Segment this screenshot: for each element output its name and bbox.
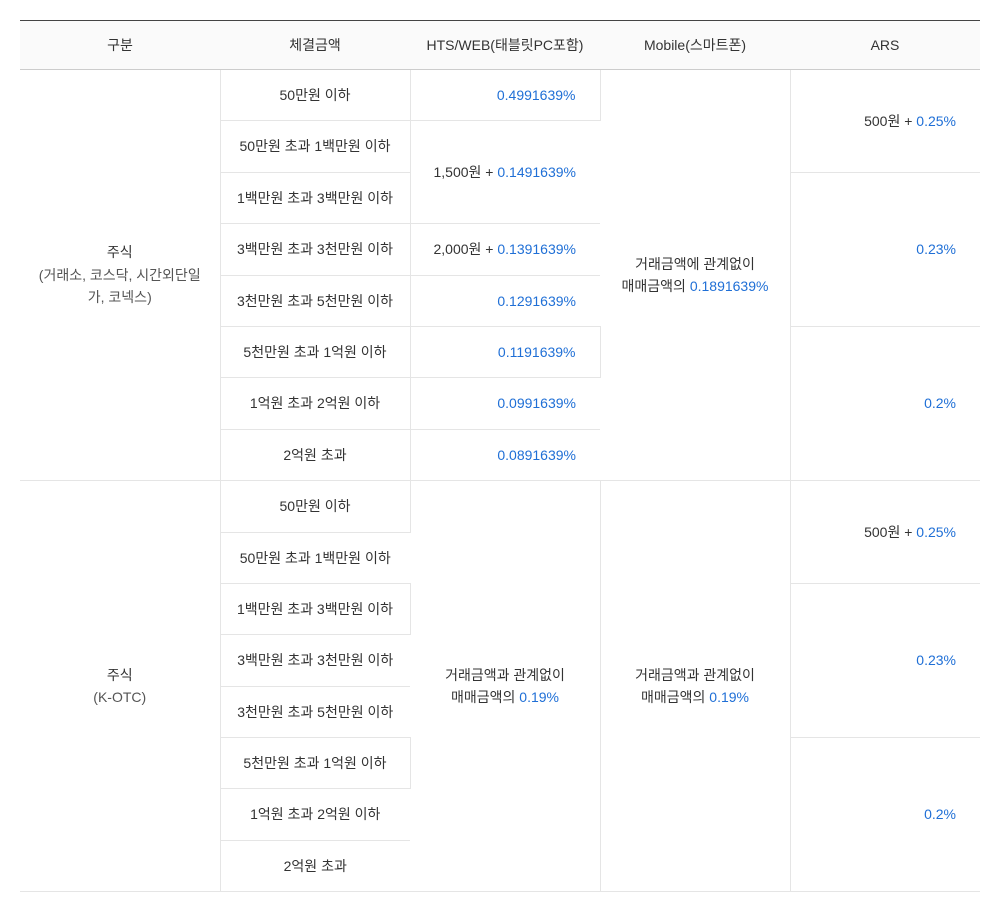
amount-cell: 50만원 이하: [220, 481, 410, 532]
mobile-line2-rate: 0.19%: [709, 689, 749, 705]
ars-rate: 0.2%: [924, 806, 956, 822]
header-row: 구분 체결금액 HTS/WEB(태블릿PC포함) Mobile(스마트폰) AR…: [20, 21, 980, 70]
hts-cell: 1,500원 + 0.1491639%: [410, 121, 600, 224]
section1-sub: (거래소, 코스닥, 시간외단일가, 코넥스): [32, 264, 208, 309]
amount-cell: 1억원 초과 2억원 이하: [220, 789, 410, 840]
section1-main: 주식: [107, 244, 133, 260]
ars-cell: 0.23%: [790, 172, 980, 326]
amount-cell: 50만원 초과 1백만원 이하: [220, 121, 410, 172]
hts-cell: 0.1291639%: [410, 275, 600, 326]
amount-cell: 2억원 초과: [220, 840, 410, 891]
ars-rate: 0.25%: [916, 524, 956, 540]
amount-cell: 5천만원 초과 1억원 이하: [220, 326, 410, 377]
mobile-cell: 거래금액과 관계없이 매매금액의 0.19%: [600, 481, 790, 892]
section2-label: 주식 (K-OTC): [20, 481, 220, 892]
mobile-line2-prefix: 매매금액의: [641, 689, 709, 705]
amount-cell: 1백만원 초과 3백만원 이하: [220, 583, 410, 634]
mobile-cell: 거래금액에 관계없이 매매금액의 0.1891639%: [600, 70, 790, 481]
fee-table: 구분 체결금액 HTS/WEB(태블릿PC포함) Mobile(스마트폰) AR…: [20, 20, 980, 892]
ars-rate: 0.2%: [924, 395, 956, 411]
col-header-ars: ARS: [790, 21, 980, 70]
mobile-line1: 거래금액과 관계없이: [635, 667, 755, 683]
ars-cell: 0.2%: [790, 326, 980, 480]
hts-line2-rate: 0.19%: [519, 689, 559, 705]
hts-cell: 0.1191639%: [410, 326, 600, 377]
ars-cell: 500원 + 0.25%: [790, 481, 980, 584]
hts-prefix: 1,500원 +: [433, 164, 497, 180]
hts-cell: 거래금액과 관계없이 매매금액의 0.19%: [410, 481, 600, 892]
mobile-line2-prefix: 매매금액의: [622, 278, 690, 294]
ars-cell: 0.2%: [790, 738, 980, 892]
hts-cell: 0.4991639%: [410, 70, 600, 121]
amount-cell: 3천만원 초과 5천만원 이하: [220, 686, 410, 737]
table-row: 주식 (K-OTC) 50만원 이하 거래금액과 관계없이 매매금액의 0.19…: [20, 481, 980, 532]
amount-cell: 3백만원 초과 3천만원 이하: [220, 635, 410, 686]
amount-cell: 50만원 이하: [220, 70, 410, 121]
section1-label: 주식 (거래소, 코스닥, 시간외단일가, 코넥스): [20, 70, 220, 481]
ars-cell: 500원 + 0.25%: [790, 70, 980, 173]
col-header-hts: HTS/WEB(태블릿PC포함): [410, 21, 600, 70]
amount-cell: 1백만원 초과 3백만원 이하: [220, 172, 410, 223]
hts-rate: 0.1491639%: [497, 164, 576, 180]
hts-line2-prefix: 매매금액의: [451, 689, 519, 705]
mobile-line1: 거래금액에 관계없이: [635, 256, 755, 272]
section2-sub: (K-OTC): [32, 686, 208, 708]
ars-rate: 0.25%: [916, 113, 956, 129]
col-header-mobile: Mobile(스마트폰): [600, 21, 790, 70]
mobile-line2-rate: 0.1891639%: [690, 278, 769, 294]
col-header-division: 구분: [20, 21, 220, 70]
hts-cell: 2,000원 + 0.1391639%: [410, 224, 600, 275]
amount-cell: 2억원 초과: [220, 429, 410, 480]
hts-prefix: 2,000원 +: [433, 241, 497, 257]
amount-cell: 3백만원 초과 3천만원 이하: [220, 224, 410, 275]
amount-cell: 1억원 초과 2억원 이하: [220, 378, 410, 429]
hts-rate: 0.1391639%: [497, 241, 576, 257]
ars-cell: 0.23%: [790, 583, 980, 737]
hts-cell: 0.0991639%: [410, 378, 600, 429]
ars-prefix: 500원 +: [864, 113, 916, 129]
amount-cell: 3천만원 초과 5천만원 이하: [220, 275, 410, 326]
col-header-amount: 체결금액: [220, 21, 410, 70]
section2-main: 주식: [107, 667, 133, 683]
ars-rate: 0.23%: [916, 652, 956, 668]
ars-prefix: 500원 +: [864, 524, 916, 540]
table-row: 주식 (거래소, 코스닥, 시간외단일가, 코넥스) 50만원 이하 0.499…: [20, 70, 980, 121]
hts-cell: 0.0891639%: [410, 429, 600, 480]
amount-cell: 50만원 초과 1백만원 이하: [220, 532, 410, 583]
amount-cell: 5천만원 초과 1억원 이하: [220, 738, 410, 789]
ars-rate: 0.23%: [916, 241, 956, 257]
hts-line1: 거래금액과 관계없이: [445, 667, 565, 683]
